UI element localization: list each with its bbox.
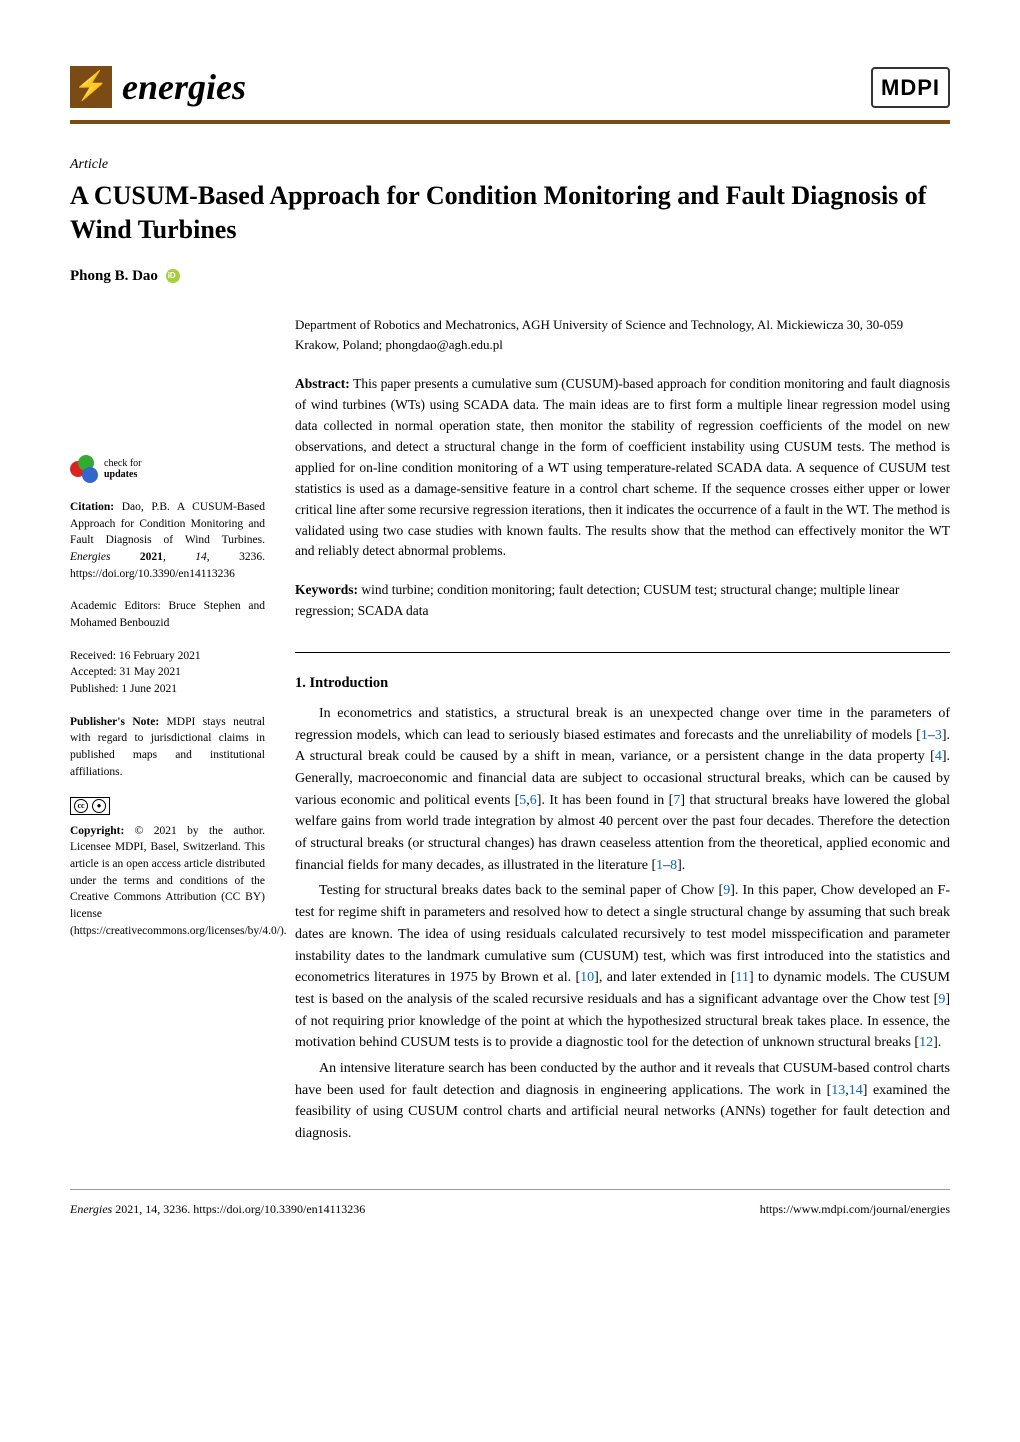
cite-10[interactable]: 10 [580, 970, 594, 985]
abstract-text: This paper presents a cumulative sum (CU… [295, 376, 950, 558]
publisher-note-block: Publisher's Note: MDPI stays neutral wit… [70, 714, 265, 781]
orcid-icon[interactable] [166, 269, 180, 283]
cite-11[interactable]: 11 [736, 970, 749, 985]
cite-1[interactable]: 1 [921, 728, 928, 743]
page-header: ⚡ energies MDPI [70, 60, 950, 114]
pubnote-label: Publisher's Note: [70, 716, 159, 728]
author-name: Phong B. Dao [70, 268, 158, 284]
article-type: Article [70, 154, 950, 175]
keywords-block: Keywords: wind turbine; condition monito… [295, 580, 950, 622]
copyright-block: Copyright: © 2021 by the author. License… [70, 823, 265, 940]
journal-logo-box: ⚡ [70, 66, 112, 108]
citation-year: 2021 [110, 551, 162, 563]
footer-journal: Energies [70, 1202, 112, 1216]
footer-left: Energies 2021, 14, 3236. https://doi.org… [70, 1200, 365, 1218]
check-updates-text: check for updates [104, 458, 141, 480]
footer-right[interactable]: https://www.mdpi.com/journal/energies [760, 1200, 950, 1218]
article-title: A CUSUM-Based Approach for Condition Mon… [70, 179, 950, 247]
by-icon: ● [92, 799, 106, 813]
cc-license-badge[interactable]: cc ● [70, 797, 265, 815]
citation-label: Citation: [70, 501, 114, 513]
check-updates-badge[interactable]: check for updates [70, 455, 265, 483]
published-date: Published: 1 June 2021 [70, 681, 265, 698]
keywords-text: wind turbine; condition monitoring; faul… [295, 582, 899, 618]
citation-vol: , 14 [163, 551, 207, 563]
journal-logo: ⚡ energies [70, 60, 246, 114]
sidebar: check for updates Citation: Dao, P.B. A … [70, 315, 265, 1149]
main-column: Department of Robotics and Mechatronics,… [295, 315, 950, 1149]
cc-icon: cc [74, 799, 88, 813]
two-column-layout: check for updates Citation: Dao, P.B. A … [70, 315, 950, 1149]
author-line: Phong B. Dao [70, 265, 950, 288]
intro-para-1: In econometrics and statistics, a struct… [295, 703, 950, 877]
cite-4[interactable]: 4 [935, 749, 942, 764]
bolt-icon: ⚡ [74, 66, 109, 108]
intro-para-3: An intensive literature search has been … [295, 1058, 950, 1145]
abstract-block: Abstract: This paper presents a cumulati… [295, 374, 950, 562]
received-date: Received: 16 February 2021 [70, 648, 265, 665]
footer-rest: 2021, 14, 3236. https://doi.org/10.3390/… [112, 1202, 365, 1216]
cite-14[interactable]: 14 [849, 1083, 863, 1098]
section-heading-intro: 1. Introduction [295, 673, 950, 695]
copyright-text: © 2021 by the author. Licensee MDPI, Bas… [70, 825, 287, 937]
cc-box: cc ● [70, 797, 110, 815]
cite-12[interactable]: 12 [919, 1035, 933, 1050]
cite-3[interactable]: 3 [935, 728, 942, 743]
editors-block: Academic Editors: Bruce Stephen and Moha… [70, 598, 265, 631]
publisher-logo: MDPI [871, 67, 950, 108]
check-line2: updates [104, 469, 141, 480]
section-divider [295, 652, 950, 653]
copyright-label: Copyright: [70, 825, 124, 837]
intro-para-2: Testing for structural breaks dates back… [295, 880, 950, 1054]
check-updates-icon [70, 455, 98, 483]
header-divider [70, 120, 950, 124]
journal-name: energies [122, 60, 246, 114]
cite-6[interactable]: 6 [530, 793, 537, 808]
editors-label: Academic Editors: [70, 600, 168, 612]
affiliation: Department of Robotics and Mechatronics,… [295, 315, 950, 354]
check-line1: check for [104, 458, 141, 469]
dates-block: Received: 16 February 2021 Accepted: 31 … [70, 648, 265, 698]
cite-13[interactable]: 13 [831, 1083, 845, 1098]
accepted-date: Accepted: 31 May 2021 [70, 664, 265, 681]
page-footer: Energies 2021, 14, 3236. https://doi.org… [70, 1189, 950, 1218]
keywords-label: Keywords: [295, 582, 358, 597]
citation-block: Citation: Dao, P.B. A CUSUM-Based Approa… [70, 499, 265, 582]
abstract-label: Abstract: [295, 376, 350, 391]
citation-journal: Energies [70, 551, 110, 563]
